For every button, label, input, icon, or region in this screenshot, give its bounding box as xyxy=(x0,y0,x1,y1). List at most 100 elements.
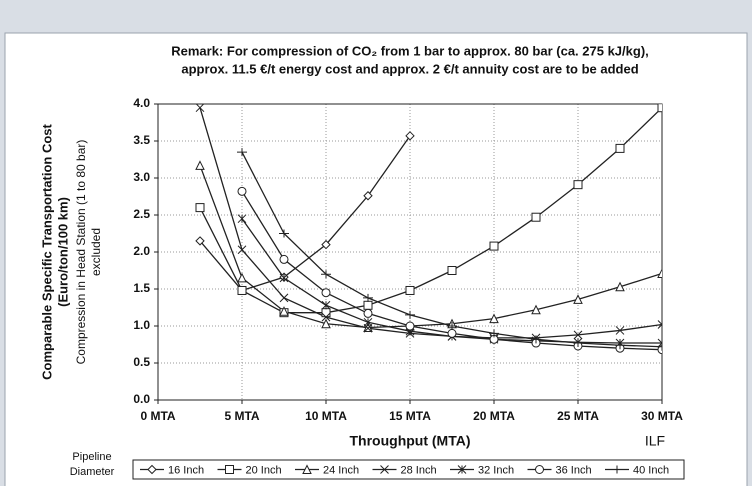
marker xyxy=(147,464,157,475)
x-tick-label: 10 MTA xyxy=(305,409,347,423)
marker xyxy=(657,268,662,278)
marker xyxy=(279,254,289,264)
legend-box xyxy=(132,459,685,480)
legend-title: Diameter xyxy=(70,466,115,478)
legend-label: 20 Inch xyxy=(246,464,282,476)
marker xyxy=(279,293,289,303)
marker xyxy=(657,320,662,329)
marker xyxy=(405,285,415,295)
marker xyxy=(405,131,415,141)
y-tick-label: 0.5 xyxy=(133,355,150,369)
legend-label: 16 Inch xyxy=(168,464,204,476)
series-line xyxy=(199,107,662,314)
marker xyxy=(657,342,662,351)
plot-frame xyxy=(157,103,663,401)
marker xyxy=(405,321,415,331)
marker xyxy=(321,270,331,279)
marker xyxy=(363,293,373,302)
marker xyxy=(279,229,289,238)
marker xyxy=(225,465,234,474)
marker xyxy=(237,214,247,224)
x-tick-label: 30 MTA xyxy=(641,409,683,423)
marker xyxy=(321,239,331,250)
marker xyxy=(657,338,662,348)
plot-lines xyxy=(195,104,662,355)
y-axis-note: Compression in Head Station (1 to 80 bar… xyxy=(74,140,88,365)
marker xyxy=(237,272,247,283)
marker xyxy=(457,465,467,474)
marker xyxy=(531,304,541,315)
y-tick-label: 3.0 xyxy=(133,170,150,184)
y-tick-label: 4.0 xyxy=(133,96,150,110)
marker xyxy=(657,104,662,113)
x-tick-label: 5 MTA xyxy=(224,409,259,423)
y-tick-label: 3.5 xyxy=(133,133,150,147)
y-axis-label: (Euro/ton/100 km) xyxy=(55,197,70,307)
marker xyxy=(573,180,583,190)
marker xyxy=(447,322,457,330)
legend-label: 40 Inch xyxy=(633,464,669,476)
marker xyxy=(363,322,373,332)
legend-title: Pipeline xyxy=(72,451,111,463)
marker xyxy=(489,329,499,338)
series-line xyxy=(199,107,662,339)
x-axis-label: Throughput (MTA) xyxy=(349,433,470,449)
marker xyxy=(321,318,331,329)
marker xyxy=(615,143,625,153)
legend-label: 24 Inch xyxy=(323,464,359,476)
legend-label: 36 Inch xyxy=(556,464,592,476)
marker xyxy=(195,104,205,113)
marker xyxy=(279,273,289,283)
x-tick-label: 20 MTA xyxy=(473,409,515,423)
x-tick-label: 0 MTA xyxy=(140,409,175,423)
marker xyxy=(615,281,625,292)
y-tick-label: 0.0 xyxy=(133,392,150,406)
chart-title: Remark: For compression of CO₂ from 1 ba… xyxy=(171,43,649,58)
marker xyxy=(489,241,499,251)
marker xyxy=(363,300,373,310)
series-line xyxy=(199,135,411,292)
marker xyxy=(237,148,247,157)
marker xyxy=(573,330,583,340)
marker xyxy=(531,335,541,344)
marker xyxy=(405,310,415,319)
marker xyxy=(615,326,625,335)
y-tick-label: 2.0 xyxy=(133,244,150,258)
legend-label: 32 Inch xyxy=(478,464,514,476)
marker xyxy=(612,465,622,474)
marker xyxy=(447,266,457,275)
marker xyxy=(573,339,583,348)
y-tick-label: 1.0 xyxy=(133,318,150,332)
marker xyxy=(321,300,331,310)
marker xyxy=(363,308,373,318)
marker xyxy=(237,245,247,255)
marker xyxy=(195,160,205,170)
marker xyxy=(302,464,312,474)
marker xyxy=(321,312,331,322)
y-axis-label: Comparable Specific Transportation Cost xyxy=(39,123,54,379)
marker xyxy=(279,306,289,316)
marker xyxy=(363,191,373,201)
marker xyxy=(195,236,205,246)
marker xyxy=(237,186,247,196)
chart-title: approx. 11.5 €/t energy cost and approx.… xyxy=(181,61,638,76)
marker xyxy=(321,288,331,298)
x-tick-label: 25 MTA xyxy=(557,409,599,423)
y-axis-note: excluded xyxy=(89,228,103,276)
x-tick-label: 15 MTA xyxy=(389,409,431,423)
series-line xyxy=(199,165,662,329)
marker xyxy=(489,313,499,324)
annotation: ILF xyxy=(645,433,665,449)
marker xyxy=(363,317,373,327)
marker xyxy=(535,465,544,474)
marker xyxy=(657,345,662,355)
y-tick-label: 1.5 xyxy=(133,281,150,295)
marker xyxy=(531,212,541,222)
marker xyxy=(615,341,625,350)
marker xyxy=(380,465,389,474)
marker xyxy=(321,308,331,318)
marker xyxy=(447,328,457,338)
marker xyxy=(237,285,247,295)
marker xyxy=(195,203,205,213)
